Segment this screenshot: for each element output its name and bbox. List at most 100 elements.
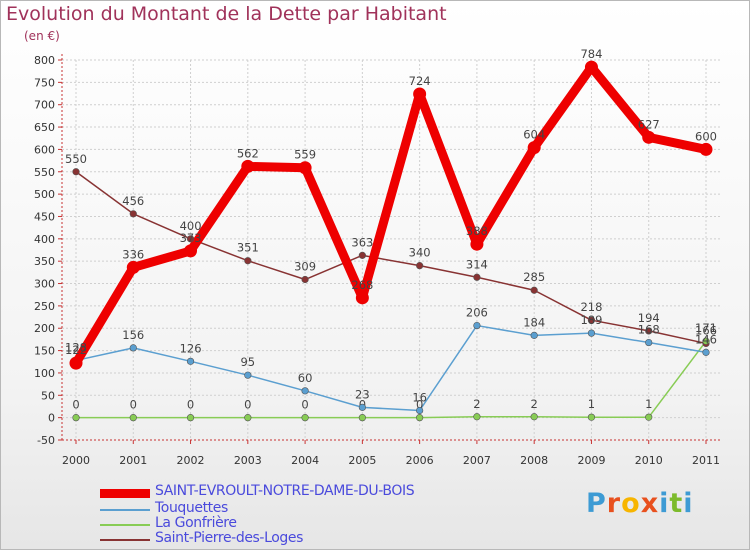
data-label: 314 [466,257,488,271]
data-point [301,275,309,284]
data-point [699,142,713,156]
data-point [129,210,137,218]
y-tick-label: 100 [34,367,55,380]
data-point [416,406,424,415]
data-point [642,130,656,144]
data-label: 285 [523,270,545,284]
data-label: 23 [355,387,370,401]
data-label: 16 [412,390,427,404]
y-tick-label: 200 [34,322,55,335]
series-line-1 [75,324,707,412]
data-point [530,413,538,421]
y-tick-label: 800 [34,54,55,67]
x-tick-label: 2010 [635,454,663,467]
y-tick-label: 550 [34,166,55,179]
data-point [72,414,80,422]
data-label: 206 [466,306,488,320]
data-point [527,141,541,155]
data-point [72,168,80,176]
data-label: 166 [695,323,717,337]
data-point [587,316,596,324]
data-point [584,60,598,74]
data-label: 373 [180,231,202,245]
data-point [473,321,481,330]
data-label: 95 [240,355,255,369]
data-label: 784 [580,47,602,61]
y-tick-label: 700 [34,99,55,112]
legend-label: SAINT-EVROULT-NOTRE-DAME-DU-BOIS [155,483,415,499]
y-tick-label: 250 [34,300,55,313]
legend-swatch [100,539,150,541]
x-tick-label: 2000 [62,454,90,467]
y-tick-label: 50 [41,389,55,402]
data-label: 0 [130,398,137,412]
data-label: 268 [351,278,373,292]
x-tick-label: 2001 [119,454,147,467]
legend-label: Touquettes [155,500,228,516]
x-tick-label: 2011 [692,454,720,467]
data-point [301,387,309,395]
data-point [470,237,484,251]
data-point [186,357,195,365]
data-point [358,251,366,259]
data-label: 0 [187,398,194,412]
data-label: 168 [638,323,660,337]
data-label: 126 [180,341,202,355]
data-point [645,327,653,335]
series-line-2 [75,340,707,419]
data-label: 156 [122,328,144,342]
y-tick-label: -50 [37,434,55,447]
data-point [186,235,195,243]
data-point [358,414,366,422]
data-label: 351 [237,241,259,255]
y-tick-label: 0 [48,412,55,425]
data-point [184,244,198,258]
legend-swatch [100,509,150,511]
x-tick-label: 2006 [406,454,434,467]
x-tick-label: 2008 [520,454,548,467]
proxiti-logo: Proxiti [586,488,694,519]
data-point [645,413,653,421]
y-tick-label: 350 [34,255,55,268]
x-tick-label: 2009 [577,454,605,467]
data-point [298,161,312,175]
data-label: 340 [409,246,431,260]
data-label: 184 [523,315,545,329]
data-point [645,338,653,347]
data-label: 0 [244,398,251,412]
data-label: 456 [122,194,144,208]
y-tick-label: 300 [34,278,55,291]
data-point [355,291,369,305]
data-point [244,414,252,422]
data-label: 128 [65,340,87,354]
data-label: 559 [294,148,316,162]
data-point [530,286,538,294]
y-tick-label: 600 [34,143,55,156]
data-label: 0 [416,398,423,412]
legend-label: Saint-Pierre-des-Loges [155,530,303,546]
data-point [129,414,137,422]
y-tick-label: 150 [34,345,55,358]
series-line-3 [75,171,707,345]
legend-label: La Gonfrière [155,515,237,531]
data-label: 309 [294,260,316,274]
data-label: 2 [531,397,538,411]
data-label: 388 [466,224,488,238]
data-label: 218 [580,300,602,314]
data-label: 550 [65,152,87,166]
data-label: 600 [695,129,717,143]
data-label: 363 [351,235,373,249]
data-point [126,260,140,274]
data-point [244,257,252,265]
data-point [416,262,424,270]
data-point [587,413,596,421]
data-label: 2 [473,397,480,411]
data-point [416,414,424,422]
x-tick-label: 2004 [291,454,319,467]
x-tick-label: 2002 [177,454,205,467]
y-tick-label: 500 [34,188,55,201]
chart-title: Evolution du Montant de la Dette par Hab… [6,3,447,25]
data-label: 336 [122,247,144,261]
data-label: 627 [638,117,660,131]
data-label: 171 [695,321,717,335]
